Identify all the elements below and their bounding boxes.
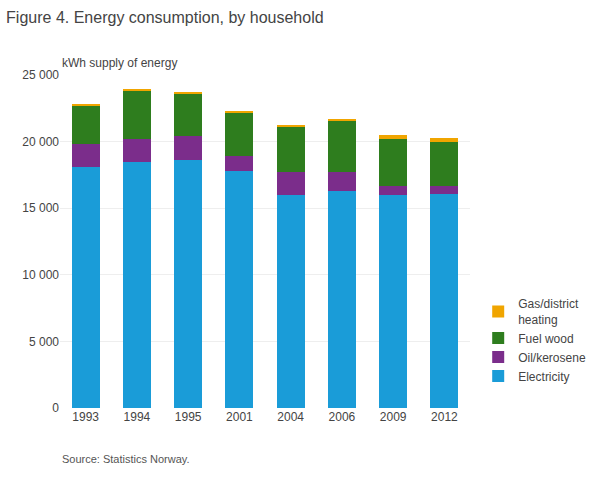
svg-text:1995: 1995: [175, 410, 202, 424]
svg-text:Figure 4. Energy consumption,: Figure 4. Energy consumption, by househo…: [6, 9, 324, 26]
svg-text:10 000: 10 000: [22, 268, 59, 282]
svg-text:Electricity: Electricity: [518, 370, 569, 384]
svg-text:2012: 2012: [431, 410, 458, 424]
svg-text:Oil/kerosene: Oil/kerosene: [518, 351, 586, 365]
svg-text:1994: 1994: [124, 410, 151, 424]
svg-text:1993: 1993: [72, 410, 99, 424]
svg-text:15 000: 15 000: [22, 201, 59, 215]
svg-text:2004: 2004: [277, 410, 304, 424]
svg-text:25 000: 25 000: [22, 68, 59, 82]
svg-text:Source: Statistics Norway.: Source: Statistics Norway.: [62, 453, 190, 465]
svg-text:2001: 2001: [226, 410, 253, 424]
svg-text:2009: 2009: [380, 410, 407, 424]
svg-text:0: 0: [52, 401, 59, 415]
svg-text:20 000: 20 000: [22, 135, 59, 149]
svg-text:5 000: 5 000: [29, 335, 59, 349]
svg-text:kWh supply of energy: kWh supply of energy: [62, 56, 177, 70]
svg-text:Gas/districtheating: Gas/districtheating: [518, 297, 579, 327]
svg-text:Fuel wood: Fuel wood: [518, 332, 573, 346]
svg-text:2006: 2006: [329, 410, 356, 424]
